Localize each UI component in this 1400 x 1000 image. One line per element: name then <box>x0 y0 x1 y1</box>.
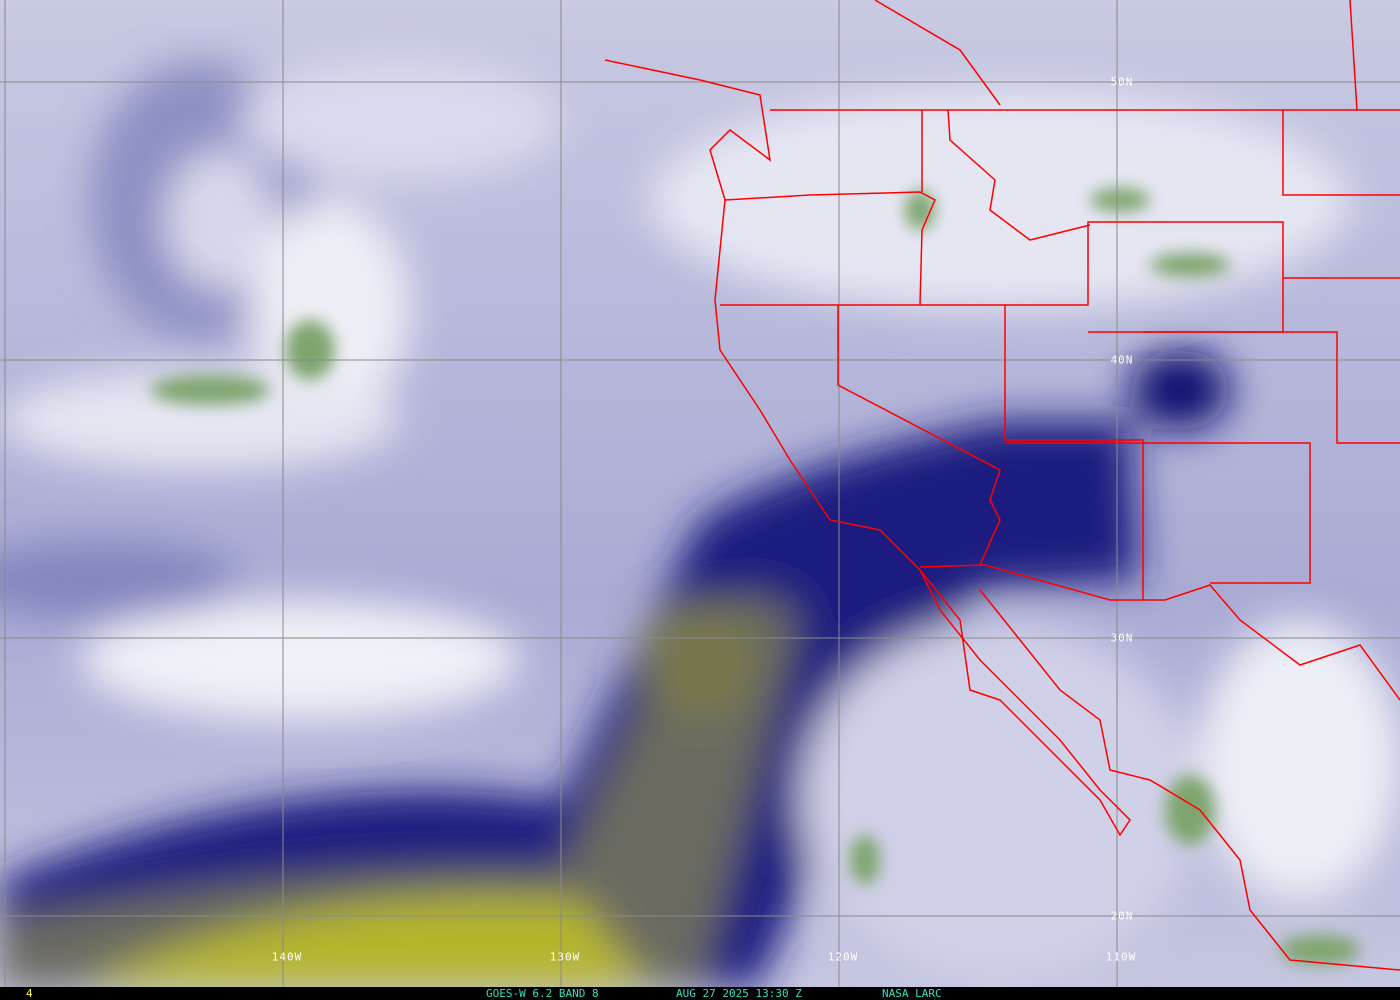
timestamp: AUG 27 2025 13:30 Z <box>676 987 802 1000</box>
lon-label-130w: 130W <box>549 950 581 964</box>
source-credit: NASA LARC <box>882 987 942 1000</box>
lon-label-110w: 110W <box>1105 950 1137 964</box>
lon-label-140w: 140W <box>271 950 303 964</box>
lat-label-20n: 20N <box>1110 909 1134 923</box>
frame-number: 4 <box>26 987 33 1000</box>
caption-bar: 4 GOES-W 6.2 BAND 8 AUG 27 2025 13:30 Z … <box>0 987 1400 1000</box>
lat-label-30n: 30N <box>1110 631 1134 645</box>
lon-label-120w: 120W <box>827 950 859 964</box>
lat-label-40n: 40N <box>1110 353 1134 367</box>
political-borders <box>604 0 1400 971</box>
satellite-band: GOES-W 6.2 BAND 8 <box>486 987 599 1000</box>
lat-label-50n: 50N <box>1110 75 1134 89</box>
moisture-fields <box>0 60 1400 987</box>
cloud-cells <box>150 188 1360 965</box>
